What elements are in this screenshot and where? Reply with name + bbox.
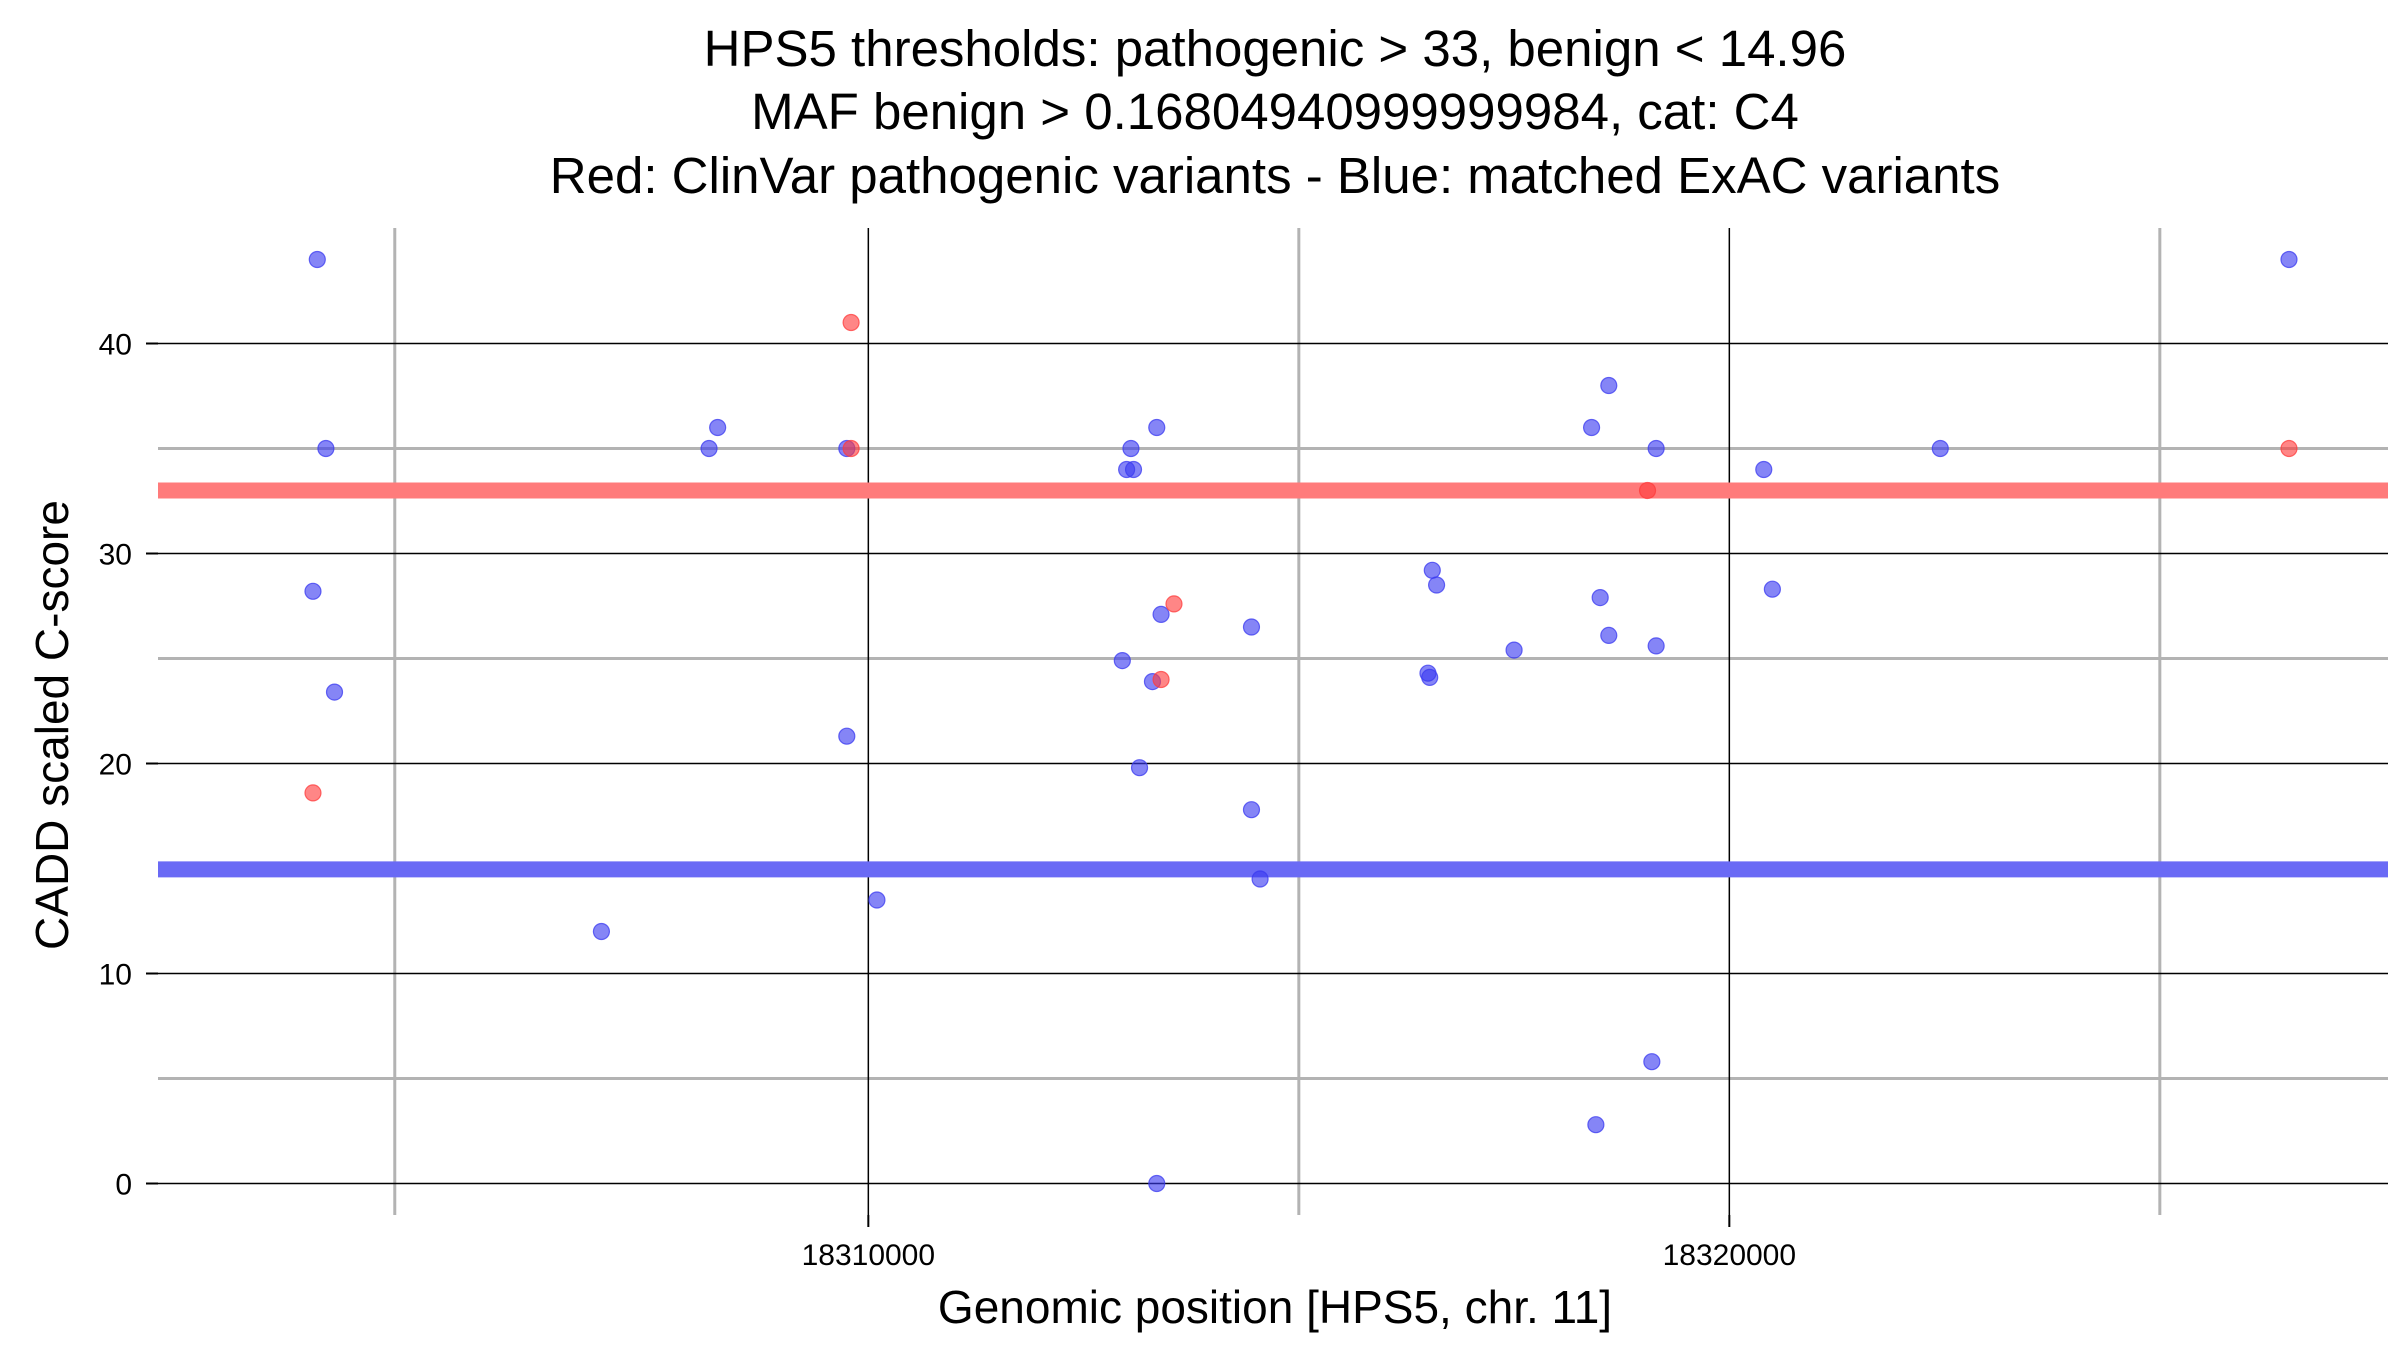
exac-variant-point xyxy=(868,891,886,909)
exac-variant-point xyxy=(1148,1174,1166,1193)
clinvar-pathogenic-point xyxy=(1165,595,1183,613)
clinvar-pathogenic-point xyxy=(304,784,322,802)
exac-variant-point xyxy=(1591,588,1609,607)
x-tick-label: 18310000 xyxy=(802,1239,935,1272)
grid-lines xyxy=(158,228,2388,1215)
clinvar-pathogenic-point xyxy=(1638,481,1657,500)
clinvar-pathogenic-point xyxy=(2280,439,2298,458)
exac-variant-point xyxy=(709,418,727,437)
y-tick-label: 20 xyxy=(99,749,132,782)
exac-variant-point xyxy=(1242,618,1261,636)
title-line-1: HPS5 thresholds: pathogenic > 33, benign… xyxy=(704,20,1847,77)
exac-variant-point xyxy=(592,922,611,941)
clinvar-pathogenic-point xyxy=(842,313,860,332)
y-tick-label: 30 xyxy=(99,539,132,572)
exac-variant-point xyxy=(1931,439,1949,458)
exac-variant-point xyxy=(1130,759,1149,777)
exac-variant-point xyxy=(1755,460,1773,479)
exac-variant-point xyxy=(2280,250,2298,269)
exac-variant-point xyxy=(1582,418,1601,437)
exac-variant-point xyxy=(1148,418,1166,437)
data-points xyxy=(304,250,2298,1193)
exac-variant-point xyxy=(1251,870,1269,888)
exac-variant-point xyxy=(1122,439,1140,458)
y-tick-label: 10 xyxy=(99,959,132,992)
clinvar-pathogenic-point xyxy=(842,439,860,458)
y-axis-title: CADD scaled C-score xyxy=(26,500,78,950)
exac-variant-point xyxy=(317,439,335,458)
clinvar-pathogenic-point xyxy=(1152,670,1170,689)
title-line-2: MAF benign > 0.16804940999999984, cat: C… xyxy=(751,83,1799,140)
exac-variant-point xyxy=(700,439,718,458)
chart-title: HPS5 thresholds: pathogenic > 33, benign… xyxy=(550,20,2000,204)
exac-variant-point xyxy=(304,582,322,600)
exac-variant-point xyxy=(1242,801,1261,819)
title-line-3: Red: ClinVar pathogenic variants - Blue:… xyxy=(550,147,2000,204)
exac-variant-point xyxy=(1113,651,1131,670)
exac-variant-point xyxy=(1643,1053,1661,1071)
exac-variant-point xyxy=(1505,641,1523,659)
exac-variant-point xyxy=(1587,1116,1605,1134)
y-tick-label: 40 xyxy=(99,329,132,362)
exac-variant-point xyxy=(1124,460,1143,479)
exac-variant-point xyxy=(308,250,326,269)
x-tick-label: 18320000 xyxy=(1663,1239,1796,1272)
exac-variant-point xyxy=(1427,576,1446,594)
exac-variant-point xyxy=(1600,626,1618,645)
x-axis-title: Genomic position [HPS5, chr. 11] xyxy=(938,1281,1612,1333)
exac-variant-point xyxy=(1152,605,1170,624)
exac-variant-point xyxy=(325,683,344,701)
exac-variant-point xyxy=(1423,561,1441,579)
exac-variant-point xyxy=(1763,580,1781,598)
exac-variant-point xyxy=(1647,637,1665,655)
exac-variant-point xyxy=(1600,376,1618,395)
threshold-lines xyxy=(158,482,2388,878)
exac-variant-point xyxy=(1647,439,1665,458)
exac-variant-point xyxy=(838,727,856,745)
y-tick-label: 0 xyxy=(115,1169,132,1202)
exac-variant-point xyxy=(1421,668,1439,687)
axis-ticks: 0 10 20 30 40 18310000 18320000 xyxy=(99,329,1796,1273)
